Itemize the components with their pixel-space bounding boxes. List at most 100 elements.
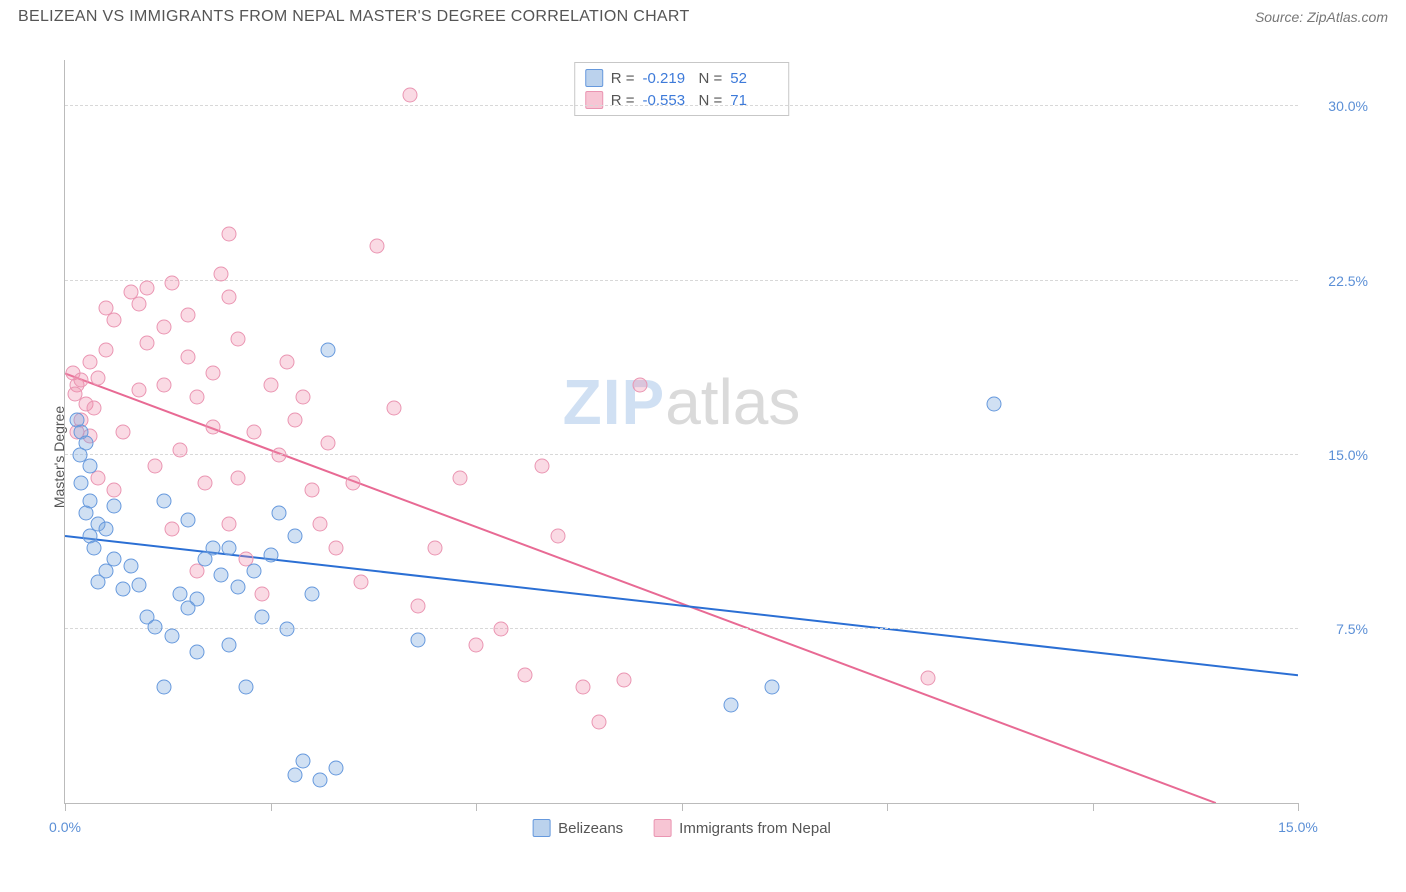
data-point — [205, 540, 220, 555]
swatch-blue-icon — [585, 69, 603, 87]
data-point — [214, 266, 229, 281]
swatch-pink-icon — [653, 819, 671, 837]
data-point — [551, 528, 566, 543]
data-point — [230, 331, 245, 346]
data-point — [99, 522, 114, 537]
data-point — [345, 475, 360, 490]
stats-row-blue: R = -0.219 N = 52 — [585, 67, 779, 89]
r-value-blue: -0.219 — [643, 70, 691, 87]
data-point — [86, 540, 101, 555]
data-point — [222, 540, 237, 555]
data-point — [222, 289, 237, 304]
data-point — [427, 540, 442, 555]
legend: Belizeans Immigrants from Nepal — [532, 819, 831, 837]
legend-item-blue: Belizeans — [532, 819, 623, 837]
data-point — [173, 443, 188, 458]
data-point — [205, 419, 220, 434]
x-tick — [1093, 803, 1094, 811]
stats-box: R = -0.219 N = 52 R = -0.553 N = 71 — [574, 62, 790, 116]
data-point — [205, 366, 220, 381]
data-point — [247, 563, 262, 578]
data-point — [411, 598, 426, 613]
n-label: N = — [699, 70, 723, 87]
data-point — [296, 389, 311, 404]
data-point — [107, 313, 122, 328]
data-point — [230, 470, 245, 485]
data-point — [304, 482, 319, 497]
data-point — [534, 459, 549, 474]
data-point — [764, 679, 779, 694]
chart-area: Master's Degree ZIPatlas R = -0.219 N = … — [18, 40, 1388, 874]
data-point — [575, 679, 590, 694]
data-point — [403, 87, 418, 102]
data-point — [469, 638, 484, 653]
data-point — [197, 475, 212, 490]
data-point — [592, 714, 607, 729]
x-tick — [682, 803, 683, 811]
data-point — [411, 633, 426, 648]
data-point — [222, 227, 237, 242]
data-point — [90, 371, 105, 386]
data-point — [156, 320, 171, 335]
plot-region: ZIPatlas R = -0.219 N = 52 R = -0.553 N … — [64, 60, 1298, 804]
x-tick — [271, 803, 272, 811]
data-point — [633, 378, 648, 393]
data-point — [164, 628, 179, 643]
data-point — [279, 354, 294, 369]
data-point — [148, 459, 163, 474]
data-point — [181, 308, 196, 323]
data-point — [493, 621, 508, 636]
data-point — [271, 505, 286, 520]
data-point — [321, 343, 336, 358]
stats-row-pink: R = -0.553 N = 71 — [585, 89, 779, 111]
data-point — [255, 610, 270, 625]
data-point — [107, 498, 122, 513]
data-point — [99, 343, 114, 358]
data-point — [214, 568, 229, 583]
data-point — [271, 447, 286, 462]
gridline — [65, 105, 1298, 106]
data-point — [279, 621, 294, 636]
chart-header: BELIZEAN VS IMMIGRANTS FROM NEPAL MASTER… — [0, 0, 1406, 30]
data-point — [452, 470, 467, 485]
data-point — [181, 600, 196, 615]
data-point — [156, 494, 171, 509]
data-point — [82, 354, 97, 369]
y-tick-label: 22.5% — [1308, 273, 1368, 289]
data-point — [321, 436, 336, 451]
data-point — [518, 668, 533, 683]
swatch-blue-icon — [532, 819, 550, 837]
y-tick-label: 30.0% — [1308, 98, 1368, 114]
data-point — [74, 475, 89, 490]
x-tick — [65, 803, 66, 811]
n-value-blue: 52 — [730, 70, 778, 87]
data-point — [148, 619, 163, 634]
chart-source: Source: ZipAtlas.com — [1255, 9, 1388, 25]
data-point — [238, 679, 253, 694]
data-point — [189, 389, 204, 404]
data-point — [263, 378, 278, 393]
data-point — [370, 238, 385, 253]
data-point — [164, 275, 179, 290]
data-point — [181, 512, 196, 527]
gridline — [65, 628, 1298, 629]
data-point — [247, 424, 262, 439]
legend-label-blue: Belizeans — [558, 820, 623, 837]
data-point — [156, 378, 171, 393]
legend-label-pink: Immigrants from Nepal — [679, 820, 831, 837]
data-point — [329, 540, 344, 555]
data-point — [921, 670, 936, 685]
data-point — [230, 580, 245, 595]
y-tick-label: 7.5% — [1308, 621, 1368, 637]
data-point — [90, 575, 105, 590]
data-point — [115, 424, 130, 439]
data-point — [86, 401, 101, 416]
data-point — [140, 280, 155, 295]
gridline — [65, 454, 1298, 455]
watermark: ZIPatlas — [563, 365, 801, 439]
x-tick-label: 0.0% — [49, 819, 81, 835]
data-point — [329, 761, 344, 776]
data-point — [74, 373, 89, 388]
data-point — [140, 336, 155, 351]
data-point — [312, 772, 327, 787]
